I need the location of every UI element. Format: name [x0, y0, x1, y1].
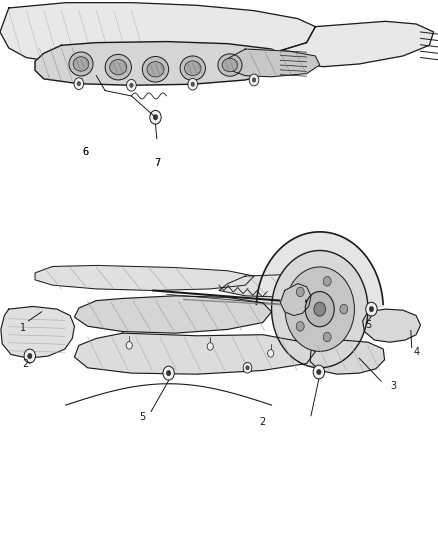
- Polygon shape: [310, 340, 385, 374]
- Text: 5: 5: [139, 412, 145, 422]
- Circle shape: [366, 302, 377, 316]
- Circle shape: [323, 332, 331, 342]
- Ellipse shape: [180, 56, 205, 80]
- Text: 4: 4: [414, 347, 420, 357]
- Polygon shape: [280, 284, 311, 316]
- Circle shape: [272, 251, 368, 368]
- Ellipse shape: [110, 60, 127, 75]
- Text: 7: 7: [155, 158, 161, 167]
- Circle shape: [127, 79, 136, 91]
- Circle shape: [163, 366, 174, 380]
- Circle shape: [166, 370, 171, 376]
- Polygon shape: [1, 306, 74, 358]
- Circle shape: [153, 115, 158, 120]
- Circle shape: [243, 362, 252, 373]
- Text: 3: 3: [390, 382, 396, 391]
- Polygon shape: [272, 21, 434, 67]
- Circle shape: [252, 78, 256, 82]
- Text: 6: 6: [82, 147, 88, 157]
- Ellipse shape: [184, 61, 201, 76]
- Circle shape: [340, 304, 348, 314]
- Circle shape: [191, 82, 194, 86]
- Ellipse shape: [69, 52, 93, 76]
- Circle shape: [314, 302, 325, 316]
- Circle shape: [188, 78, 198, 90]
- Text: 2: 2: [259, 417, 265, 427]
- Polygon shape: [219, 274, 333, 297]
- Circle shape: [305, 292, 334, 327]
- Circle shape: [77, 82, 81, 86]
- Circle shape: [207, 343, 213, 350]
- Circle shape: [313, 365, 325, 379]
- Text: 2: 2: [22, 359, 28, 368]
- Circle shape: [268, 350, 274, 357]
- Circle shape: [249, 74, 259, 86]
- Polygon shape: [256, 232, 383, 307]
- Text: 7: 7: [155, 158, 161, 167]
- Ellipse shape: [142, 56, 169, 82]
- Polygon shape: [35, 42, 289, 85]
- Polygon shape: [228, 49, 320, 77]
- Circle shape: [285, 267, 354, 351]
- Polygon shape: [0, 3, 315, 65]
- Circle shape: [246, 366, 249, 370]
- Text: 1: 1: [20, 323, 26, 333]
- Polygon shape: [74, 333, 315, 374]
- Ellipse shape: [73, 57, 89, 71]
- Circle shape: [297, 287, 304, 297]
- Circle shape: [323, 277, 331, 286]
- Circle shape: [369, 306, 374, 312]
- Ellipse shape: [222, 58, 238, 72]
- Circle shape: [297, 321, 304, 331]
- Text: 5: 5: [365, 320, 371, 330]
- Polygon shape: [74, 296, 272, 333]
- Circle shape: [317, 369, 321, 375]
- Circle shape: [28, 353, 32, 359]
- Polygon shape: [363, 309, 420, 342]
- Text: 6: 6: [82, 147, 88, 157]
- Ellipse shape: [147, 62, 164, 77]
- Ellipse shape: [218, 54, 242, 76]
- Circle shape: [24, 349, 35, 363]
- Circle shape: [150, 110, 161, 124]
- Ellipse shape: [105, 54, 131, 80]
- Circle shape: [130, 83, 133, 87]
- Circle shape: [74, 78, 84, 90]
- Circle shape: [126, 342, 132, 349]
- Polygon shape: [35, 265, 254, 290]
